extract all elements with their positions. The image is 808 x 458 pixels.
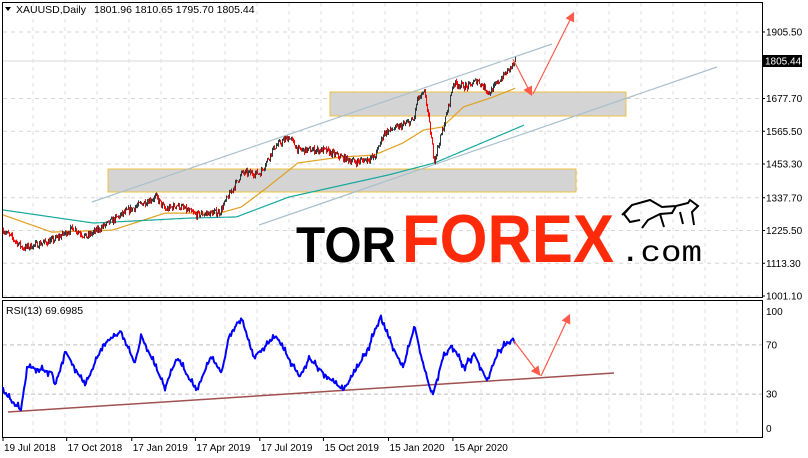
date-tick-label: 17 Jan 2019 [133, 443, 188, 454]
rsi-title: RSI(13) 69.6985 [6, 305, 83, 317]
price-tick-label: 1113.30 [766, 259, 801, 270]
current-price-tag [763, 55, 802, 67]
date-tick-label: 17 Apr 2019 [196, 443, 250, 454]
price-bars [3, 56, 516, 252]
rsi-trendline [7, 372, 615, 413]
logo-forex: FOREX [402, 201, 614, 277]
forecast-arrow-up [532, 11, 575, 95]
date-tick-label: 17 Oct 2018 [68, 443, 123, 454]
price-tick-label: 1677.70 [766, 94, 803, 105]
ma-fast-line [2, 87, 516, 233]
torforex-logo: TOR FOREX .com [296, 198, 702, 277]
rsi-forecast-arrow-up [540, 313, 571, 377]
date-tick-label: 15 Apr 2020 [454, 443, 508, 454]
current-price-value: 1805.44 [765, 57, 802, 68]
channel-lower-line [258, 66, 718, 226]
grid [3, 3, 762, 437]
date-tick-label: 19 Jul 2018 [4, 443, 56, 454]
date-tick-label: 15 Jan 2020 [390, 443, 445, 454]
price-tick-label: 1453.30 [766, 160, 803, 171]
rsi-tick-label: 30 [766, 390, 778, 401]
axes: 1905.50 1677.70 1565.50 1453.30 1337.70 1225.… [2, 28, 803, 454]
price-tick-label: 1905.50 [766, 28, 803, 39]
support-zone [107, 168, 577, 193]
rsi-tick-label: 0 [766, 424, 772, 435]
logo-com: .com [620, 237, 702, 271]
logo-tor: TOR [296, 217, 396, 273]
date-tick-label: 17 Jul 2019 [261, 443, 313, 454]
ma-slow-line [2, 124, 525, 224]
bull-icon [621, 198, 700, 229]
price-tick-label: 1565.50 [766, 127, 803, 138]
rsi-tick-label: 70 [766, 340, 778, 351]
forecast-arrow-down [512, 58, 533, 97]
date-tick-label: 15 Oct 2019 [324, 443, 379, 454]
moving-averages [2, 87, 525, 233]
price-tick-label: 1001.10 [766, 292, 803, 303]
rsi-line [2, 314, 516, 411]
symbol-label: XAUUSD,Daily [16, 4, 87, 16]
ohlc-values: 1801.96 1810.65 1795.70 1805.44 [94, 4, 255, 16]
price-tick-label: 1337.70 [766, 193, 803, 204]
channel-upper-line [91, 43, 553, 203]
price-tick-label: 1225.50 [766, 226, 803, 237]
triangle-down-icon[interactable] [5, 7, 11, 11]
rsi-tick-label: 100 [766, 307, 783, 318]
resistance-zone [329, 91, 627, 117]
rsi-forecast-arrow-down [513, 340, 541, 376]
